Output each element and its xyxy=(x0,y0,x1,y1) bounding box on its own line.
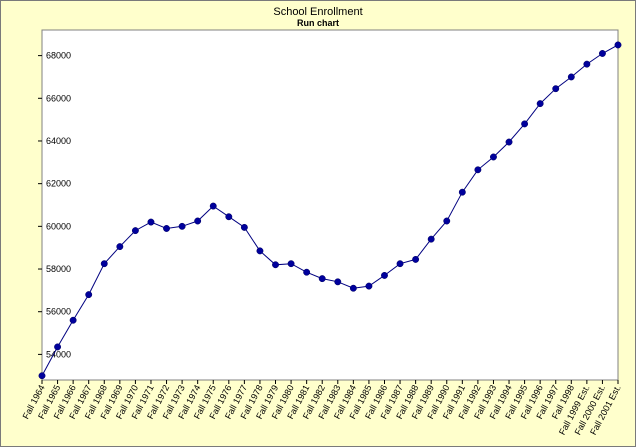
data-point xyxy=(427,235,435,243)
chart-title: School Enrollment xyxy=(273,6,362,18)
data-point xyxy=(163,225,170,232)
data-point xyxy=(552,85,560,93)
data-point xyxy=(412,255,420,263)
data-point xyxy=(194,217,202,225)
y-tick-label: 54000 xyxy=(46,349,71,359)
data-point xyxy=(365,282,373,290)
data-point xyxy=(318,275,326,283)
data-point xyxy=(598,50,606,57)
y-tick-label: 58000 xyxy=(46,264,71,274)
y-tick-label: 56000 xyxy=(46,307,71,317)
data-point xyxy=(614,41,622,49)
data-point xyxy=(147,218,155,226)
data-point xyxy=(69,316,77,324)
y-tick-label: 68000 xyxy=(46,51,71,61)
data-point xyxy=(256,247,264,255)
data-point xyxy=(178,222,186,230)
data-point xyxy=(100,260,108,268)
data-point xyxy=(209,202,217,210)
data-point xyxy=(349,284,357,292)
y-tick-label: 60000 xyxy=(46,221,71,231)
data-point xyxy=(131,227,139,235)
data-point xyxy=(521,120,529,128)
data-point xyxy=(240,223,248,231)
plot-area xyxy=(41,29,619,381)
data-point xyxy=(474,166,482,174)
y-tick-label: 66000 xyxy=(46,93,71,103)
data-point xyxy=(443,217,451,225)
data-point xyxy=(272,261,279,269)
data-point xyxy=(396,260,404,268)
data-point xyxy=(303,268,311,276)
data-point xyxy=(381,271,388,279)
series-layer xyxy=(38,41,622,380)
data-point xyxy=(536,100,544,108)
chart-subtitle: Run chart xyxy=(297,18,339,28)
data-point xyxy=(458,188,466,196)
data-point xyxy=(54,343,62,351)
y-axis: 54000 56000 58000 60000 62000 64000 66000 68000 xyxy=(38,51,71,359)
data-point xyxy=(583,60,591,68)
data-point xyxy=(334,278,342,286)
data-point xyxy=(505,138,513,146)
y-tick-label: 62000 xyxy=(46,179,71,189)
data-point xyxy=(85,291,93,299)
data-point xyxy=(116,243,124,251)
data-point xyxy=(567,73,575,81)
data-point xyxy=(38,372,46,380)
data-point xyxy=(287,260,295,268)
data-point xyxy=(225,213,233,221)
data-point xyxy=(490,153,497,161)
y-tick-label: 64000 xyxy=(46,136,71,146)
